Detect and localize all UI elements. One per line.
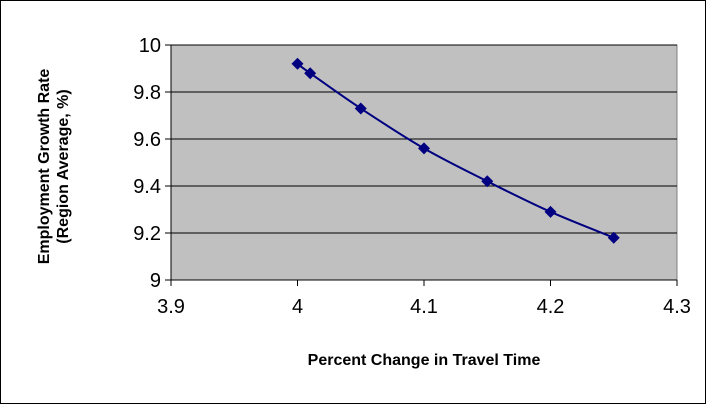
- data-point-2: [354, 102, 367, 115]
- data-point-6: [607, 231, 620, 244]
- data-point-5: [544, 205, 557, 218]
- x-axis-title: Percent Change in Travel Time: [308, 352, 541, 369]
- y-tick-label-10: 10: [139, 35, 161, 57]
- x-tick-label-4.2: 4.2: [537, 296, 565, 318]
- tick-labels: 9 9.2 9.4 9.6 9.8 10 3.9 4 4.1 4.2 4.3: [133, 35, 691, 318]
- x-tick-label-4.3: 4.3: [663, 296, 691, 318]
- plot-area: [170, 44, 678, 281]
- y-tick-label-9.4: 9.4: [133, 176, 161, 198]
- data-point-4: [481, 175, 494, 188]
- x-tick-label-4: 4: [292, 296, 303, 318]
- y-tick-label-9.8: 9.8: [133, 82, 161, 104]
- data-point-0: [291, 57, 304, 70]
- axes: [165, 44, 678, 286]
- data-point-1: [304, 67, 317, 80]
- y-axis-title: Employment Growth Rate (Region Average, …: [36, 69, 72, 265]
- y-tick-label-9.6: 9.6: [133, 129, 161, 151]
- y-axis-title-line-2: (Region Average, %): [55, 89, 72, 243]
- y-tick-label-9: 9: [150, 270, 161, 292]
- y-axis-title-line-1: Employment Growth Rate: [36, 69, 53, 265]
- x-tick-label-3.9: 3.9: [157, 296, 185, 318]
- y-tick-label-9.2: 9.2: [133, 223, 161, 245]
- gridlines: [171, 44, 677, 234]
- x-tick-label-4.1: 4.1: [410, 296, 438, 318]
- data-markers: [291, 57, 620, 244]
- data-point-3: [418, 142, 430, 155]
